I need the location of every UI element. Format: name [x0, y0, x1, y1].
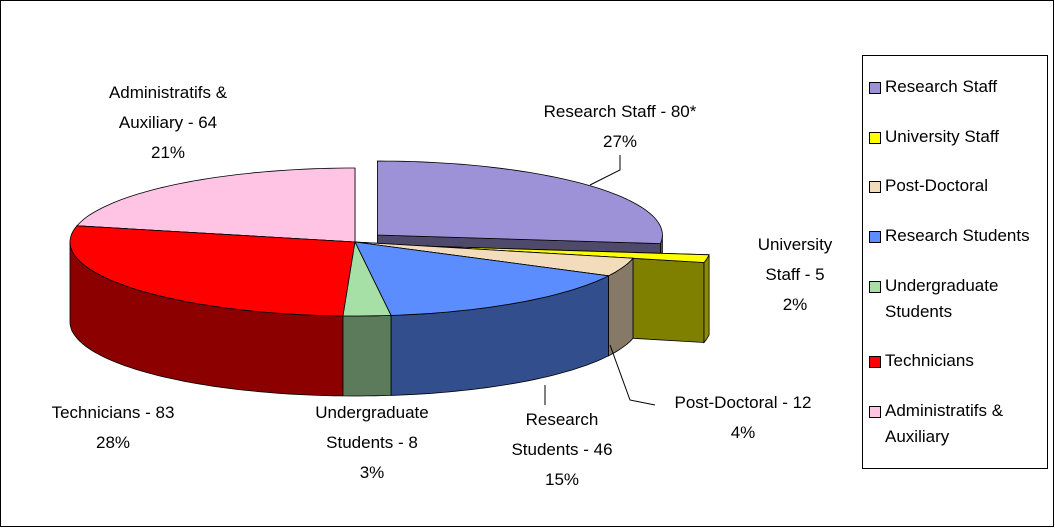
legend-label: Research Staff	[885, 76, 998, 96]
slice-wall	[703, 254, 710, 344]
legend-swatch	[869, 406, 881, 419]
data-label: University Staff - 5 2%	[740, 230, 850, 320]
percent-label: 3%	[359, 463, 385, 482]
data-label-text: University Staff - 5	[757, 235, 833, 284]
data-label-text: Administratifs & Auxiliary - 64	[108, 83, 228, 132]
slice-top	[354, 241, 634, 277]
data-label-text: Technicians - 83	[51, 403, 175, 422]
legend-label: Undergraduate Students	[885, 275, 999, 321]
slice	[342, 240, 392, 397]
legend-swatch	[869, 356, 881, 369]
data-label: Research Students - 46 15%	[492, 405, 632, 495]
data-label: Post-Doctoral - 12 4%	[648, 388, 838, 448]
legend-swatch	[869, 181, 881, 194]
percent-label: 28%	[95, 433, 131, 452]
slice-top	[342, 240, 392, 317]
percent-label: 2%	[782, 295, 808, 314]
slice-top	[76, 167, 356, 243]
data-label: Technicians - 83 28%	[28, 398, 198, 458]
data-label: Research Staff - 80* 27%	[500, 97, 740, 157]
data-label-text: Research Staff - 80*	[543, 102, 697, 121]
leader-line	[589, 155, 621, 186]
slice	[69, 225, 356, 397]
legend-item: Undergraduate Students	[867, 273, 1043, 325]
legend-item: Post-Doctoral	[867, 173, 1043, 199]
legend-label: University Staff	[885, 126, 1000, 146]
percent-label: 4%	[730, 423, 756, 442]
data-label: Administratifs & Auxiliary - 64 21%	[83, 78, 253, 168]
legend-item: Technicians	[867, 348, 1043, 374]
leader-line	[609, 344, 656, 406]
data-label-text: Undergraduate Students - 8	[315, 403, 429, 452]
legend-label: Post-Doctoral	[885, 176, 988, 196]
data-label: Undergraduate Students - 8 3%	[287, 398, 457, 488]
legend-label: Research Students	[885, 225, 1030, 245]
legend-item: University Staff	[867, 124, 1043, 150]
percent-label: 15%	[544, 470, 580, 489]
data-label-text: Post-Doctoral - 12	[674, 393, 812, 412]
slice-wall	[342, 314, 392, 397]
slice-top	[69, 225, 356, 317]
data-label-text: Research Students - 46	[511, 410, 613, 459]
legend-swatch	[869, 131, 881, 144]
legend: Research Staff University Staff Post-Docto…	[862, 55, 1048, 469]
legend-swatch	[869, 230, 881, 243]
slice	[354, 241, 610, 396]
legend-label: Technicians	[885, 351, 974, 371]
slice-top	[377, 160, 663, 245]
percent-label: 21%	[150, 143, 186, 162]
legend-swatch	[869, 280, 881, 293]
slice-top	[354, 241, 610, 316]
legend-label: Administratifs & Auxiliary	[885, 401, 1004, 447]
legend-item: Research Students	[867, 223, 1043, 249]
percent-label: 27%	[602, 132, 638, 151]
legend-swatch	[869, 81, 881, 94]
legend-item: Research Staff	[867, 74, 1043, 100]
legend-item: Administratifs & Auxiliary	[867, 398, 1043, 450]
